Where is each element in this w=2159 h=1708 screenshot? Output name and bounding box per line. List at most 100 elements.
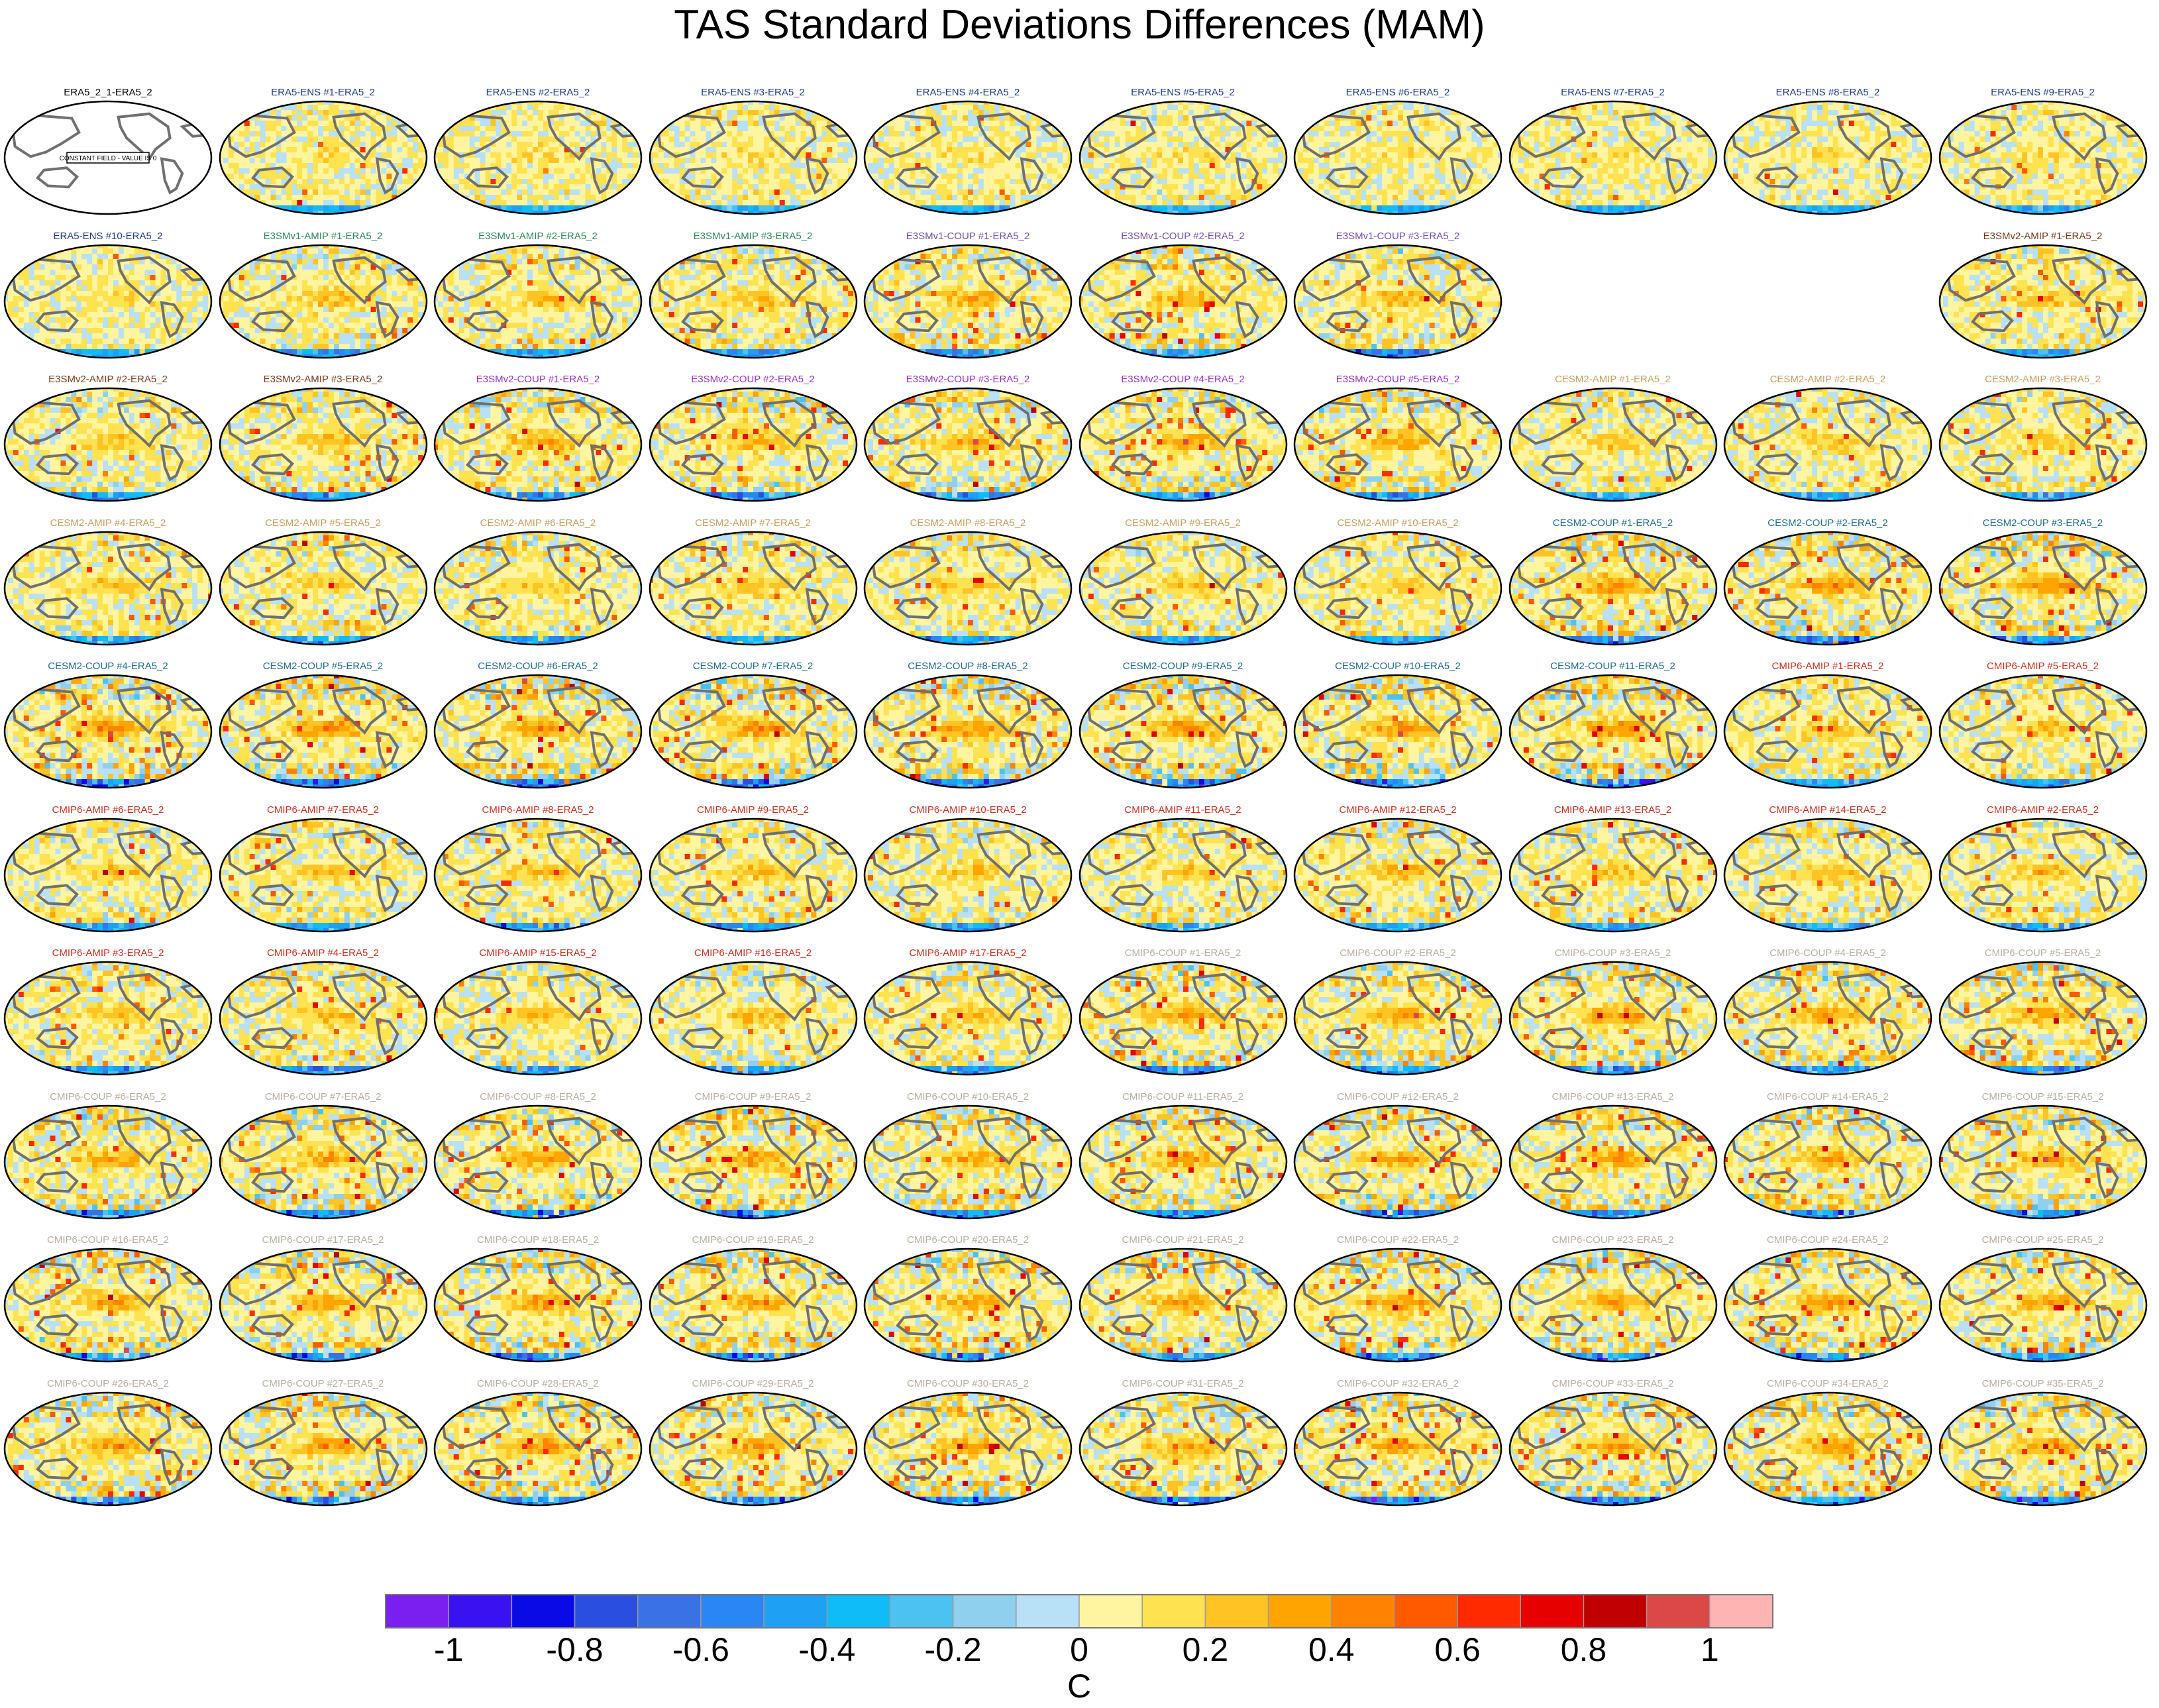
heatmap-cell [407,147,413,153]
heatmap-cell [233,200,239,206]
heatmap-cell [952,195,958,201]
heatmap-cell [711,195,717,201]
heatmap-cell [423,211,429,216]
heatmap-cell [1173,184,1179,190]
heatmap-cell [1036,152,1042,158]
heatmap-cell [931,195,937,201]
heatmap-cell [506,200,512,206]
heatmap-cell [963,110,969,116]
heatmap-cell [889,174,895,180]
heatmap-cell [606,189,612,195]
heatmap-cell [795,211,801,216]
heatmap-cell [1393,163,1398,169]
heatmap-cell [721,189,727,195]
heatmap-cell [1267,174,1273,180]
heatmap-cell [606,110,612,116]
heatmap-cell [957,195,963,201]
heatmap-cell [260,142,266,148]
heatmap-cell [397,110,403,116]
heatmap-cell [1026,211,1031,216]
heatmap-cell [1230,189,1236,195]
heatmap-cell [994,205,1000,211]
heatmap-cell [480,121,486,127]
heatmap-cell [978,168,984,174]
heatmap-cell [223,189,229,195]
heatmap-cell [1257,158,1263,164]
heatmap-cell [370,168,376,174]
heatmap-cell [1104,179,1110,185]
heatmap-cell [658,211,664,216]
heatmap-cell [443,158,449,164]
heatmap-cell [1151,152,1157,158]
heatmap-cell [1498,126,1503,132]
heatmap-cell [952,163,958,169]
heatmap-cell [1188,200,1194,206]
heatmap-cell [511,168,517,174]
heatmap-cell [228,168,234,174]
heatmap-cell [580,211,586,216]
heatmap-cell [318,121,324,127]
heatmap-cell [863,105,869,111]
heatmap-cell [1319,136,1325,142]
heatmap-cell [511,200,517,206]
heatmap-cell [1088,163,1094,169]
heatmap-cell [323,174,329,180]
heatmap-cell [328,105,334,111]
heatmap-cell [1047,200,1053,206]
heatmap-cell [318,110,324,116]
heatmap-cell [884,105,890,111]
heatmap-cell [586,200,592,206]
heatmap-cell [490,179,496,185]
heatmap-cell [397,200,403,206]
heatmap-cell [1188,179,1194,185]
heatmap-cell [732,179,738,185]
heatmap-cell [947,142,953,148]
heatmap-cell [538,115,544,121]
heatmap-cell [684,189,690,195]
heatmap-cell [564,179,570,185]
heatmap-cell [522,147,528,153]
heatmap-cell [1283,211,1289,216]
heatmap-cell [1041,142,1047,148]
heatmap-cell [1382,126,1388,132]
heatmap-cell [1419,121,1425,127]
heatmap-cell [501,189,507,195]
heatmap-cell [910,195,916,201]
heatmap-cell [1162,121,1168,127]
heatmap-cell [679,131,685,137]
heatmap-cell [1471,142,1477,148]
heatmap-cell [254,136,260,142]
heatmap-cell [706,126,711,132]
heatmap-cell [1193,200,1199,206]
heatmap-cell [223,205,229,211]
heatmap-cell [218,174,224,180]
heatmap-cell [459,142,465,148]
heatmap-cell [1267,142,1273,148]
heatmap-cell [454,195,460,201]
heatmap-cell [1198,200,1204,206]
heatmap-cell [1000,142,1006,148]
heatmap-cell [1324,158,1330,164]
heatmap-cell [638,105,643,111]
heatmap-cell [941,174,947,180]
heatmap-cell [223,163,229,169]
heatmap-cell [1319,126,1325,132]
heatmap-cell [511,115,517,121]
heatmap-cell [806,99,812,105]
heatmap-cell [533,131,539,137]
heatmap-cell [732,189,738,195]
heatmap-cell [1498,131,1503,137]
heatmap-cell [1387,163,1393,169]
heatmap-cell [1493,147,1499,153]
heatmap-cell [459,205,465,211]
heatmap-cell [963,158,969,164]
heatmap-cell [344,205,350,211]
heatmap-cell [365,121,371,127]
panel-title: ERA5-ENS #6-ERA5_2 [1292,86,1503,99]
heatmap-cell [1151,184,1157,190]
heatmap-cell [307,200,313,206]
heatmap-cell [1036,189,1042,195]
heatmap-cell [973,200,979,206]
heatmap-cell [543,168,549,174]
heatmap-cell [228,195,234,201]
